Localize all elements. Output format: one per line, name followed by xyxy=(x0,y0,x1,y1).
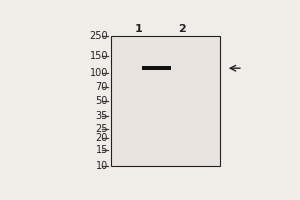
Text: 250: 250 xyxy=(89,31,108,41)
Text: 15: 15 xyxy=(96,145,108,155)
Bar xyxy=(111,36,220,166)
Bar xyxy=(142,66,171,70)
Text: 35: 35 xyxy=(96,111,108,121)
Text: 25: 25 xyxy=(95,124,108,134)
Text: 70: 70 xyxy=(96,82,108,92)
Text: 10: 10 xyxy=(96,161,108,171)
Text: 50: 50 xyxy=(96,96,108,106)
Text: 1: 1 xyxy=(134,24,142,34)
Text: 100: 100 xyxy=(90,68,108,78)
Text: 2: 2 xyxy=(178,24,185,34)
Text: 150: 150 xyxy=(89,51,108,61)
Text: 20: 20 xyxy=(96,133,108,143)
